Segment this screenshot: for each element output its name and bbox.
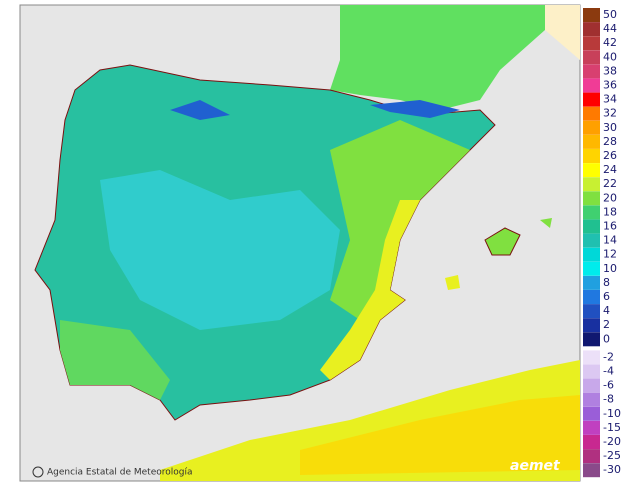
legend-swatch (583, 378, 600, 393)
south-west-zone (60, 320, 170, 400)
legend-label: 12 (603, 248, 617, 261)
legend-swatch (583, 64, 600, 79)
legend-swatch (583, 22, 600, 37)
legend-label: -8 (603, 393, 614, 406)
legend-label: 18 (603, 205, 617, 218)
legend-label: -30 (603, 463, 621, 476)
legend-swatch (583, 191, 600, 206)
legend-swatch (583, 8, 600, 22)
legend-label: -10 (603, 407, 621, 420)
legend-label: 4 (603, 304, 610, 317)
legend-label: -6 (603, 379, 614, 392)
legend-label: 40 (603, 50, 617, 63)
legend-label: 32 (603, 107, 617, 120)
legend-label: 28 (603, 135, 617, 148)
legend-swatch (583, 50, 600, 65)
ibiza-island (445, 275, 460, 290)
warm-coast (320, 200, 420, 380)
attribution: Agencia Estatal de Meteorología (47, 468, 193, 478)
legend-swatch (583, 332, 600, 347)
legend-swatch (583, 364, 600, 379)
pyrenees-cold (370, 100, 460, 118)
copyright-icon (32, 466, 44, 478)
legend-swatch (583, 134, 600, 149)
legend-swatch (583, 92, 600, 107)
legend-swatch (583, 149, 600, 163)
legend-label: -25 (603, 449, 621, 462)
cold-peaks (170, 100, 230, 120)
legend-swatch (583, 392, 600, 407)
africa-warm (300, 395, 580, 475)
legend-swatch (583, 247, 600, 262)
legend-label: 50 (603, 8, 617, 21)
legend-label: 30 (603, 121, 617, 134)
legend-swatch (583, 177, 600, 192)
legend-label: 34 (603, 93, 617, 106)
legend-label: -2 (603, 350, 614, 363)
legend-swatch (583, 219, 600, 234)
legend-swatch (583, 449, 600, 464)
legend-label: -4 (603, 365, 614, 378)
legend-swatch (583, 120, 600, 135)
legend-swatch (583, 435, 600, 449)
legend-swatch (583, 205, 600, 220)
legend-label: 14 (603, 234, 617, 247)
legend-label: 10 (603, 262, 617, 275)
legend-label: 36 (603, 79, 617, 92)
balearic-island (484, 227, 521, 256)
legend-label: 0 (603, 332, 610, 345)
legend-label: -20 (603, 435, 621, 448)
legend-label: 8 (603, 276, 610, 289)
legend-swatch (583, 463, 600, 478)
legend-swatch (583, 420, 600, 435)
legend: 5044424038363432302826242220181614121086… (583, 8, 621, 478)
legend-label: 24 (603, 163, 617, 176)
legend-swatch (583, 304, 600, 319)
legend-swatch (583, 261, 600, 276)
legend-label: 42 (603, 36, 617, 49)
legend-label: -15 (603, 421, 621, 434)
cool-zone (100, 170, 340, 330)
legend-label: 2 (603, 318, 610, 331)
legend-label: 26 (603, 149, 617, 162)
legend-swatch (583, 106, 600, 121)
legend-label: 16 (603, 220, 617, 233)
legend-swatch (583, 36, 600, 51)
legend-swatch (583, 78, 600, 93)
legend-label: 6 (603, 290, 610, 303)
legend-swatch (583, 275, 600, 290)
legend-swatch (583, 318, 600, 333)
legend-swatch (583, 290, 600, 304)
france-land (330, 5, 545, 110)
aemet-logo: aemet (510, 458, 561, 474)
no-data-area (545, 5, 580, 60)
legend-label: 38 (603, 64, 617, 77)
legend-swatch (583, 406, 600, 421)
legend-label: 44 (603, 22, 617, 35)
legend-swatch (583, 350, 600, 365)
legend-label: 22 (603, 177, 617, 190)
menorca-island (540, 218, 552, 228)
legend-label: 20 (603, 191, 617, 204)
legend-swatch (583, 233, 600, 248)
legend-swatch (583, 163, 600, 178)
